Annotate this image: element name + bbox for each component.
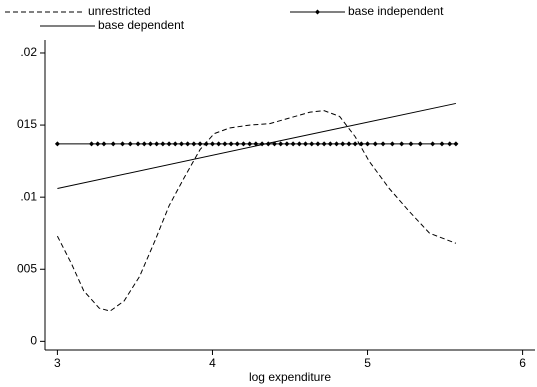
y-tick-label: .02 bbox=[20, 45, 37, 59]
marker bbox=[166, 141, 172, 147]
x-tick-label: 6 bbox=[519, 356, 526, 370]
marker bbox=[101, 141, 107, 147]
marker bbox=[315, 141, 321, 147]
marker bbox=[209, 141, 215, 147]
marker bbox=[203, 141, 209, 147]
marker bbox=[346, 141, 352, 147]
marker bbox=[240, 141, 246, 147]
marker bbox=[127, 141, 133, 147]
marker bbox=[447, 141, 453, 147]
marker bbox=[408, 141, 414, 147]
marker bbox=[417, 141, 423, 147]
marker bbox=[253, 141, 259, 147]
marker bbox=[365, 141, 371, 147]
marker bbox=[141, 141, 147, 147]
y-tick-label: 0 bbox=[30, 334, 37, 348]
marker bbox=[222, 141, 228, 147]
marker bbox=[358, 141, 364, 147]
marker bbox=[247, 141, 253, 147]
marker bbox=[439, 141, 445, 147]
marker bbox=[216, 141, 222, 147]
marker bbox=[110, 141, 116, 147]
x-tick-label: 3 bbox=[54, 356, 61, 370]
marker bbox=[278, 141, 284, 147]
marker bbox=[54, 141, 60, 147]
y-tick-label: .01 bbox=[20, 189, 37, 203]
marker bbox=[303, 141, 309, 147]
marker bbox=[185, 141, 191, 147]
marker bbox=[430, 141, 436, 147]
legend-label: base independent bbox=[348, 4, 444, 18]
marker bbox=[154, 141, 160, 147]
legend-marker bbox=[315, 9, 320, 15]
marker bbox=[389, 141, 395, 147]
marker bbox=[372, 141, 378, 147]
marker bbox=[380, 141, 386, 147]
marker bbox=[197, 141, 203, 147]
marker bbox=[334, 141, 340, 147]
legend-label: unrestricted bbox=[88, 4, 151, 18]
marker bbox=[290, 141, 296, 147]
marker bbox=[309, 141, 315, 147]
x-tick-label: 4 bbox=[209, 356, 216, 370]
marker bbox=[399, 141, 405, 147]
marker bbox=[296, 141, 302, 147]
x-tick-label: 5 bbox=[364, 356, 371, 370]
marker bbox=[234, 141, 240, 147]
marker bbox=[135, 141, 141, 147]
marker bbox=[284, 141, 290, 147]
marker bbox=[327, 141, 333, 147]
y-tick-label: 015 bbox=[17, 117, 37, 131]
marker bbox=[340, 141, 346, 147]
series-line bbox=[57, 102, 457, 190]
marker bbox=[191, 141, 197, 147]
x-axis-label: log expenditure bbox=[249, 370, 331, 384]
legend-label: base dependent bbox=[98, 18, 185, 32]
marker bbox=[160, 141, 166, 147]
marker bbox=[453, 141, 459, 147]
marker bbox=[172, 141, 178, 147]
marker bbox=[352, 141, 358, 147]
marker bbox=[120, 141, 126, 147]
marker bbox=[321, 141, 327, 147]
marker bbox=[178, 141, 184, 147]
marker bbox=[95, 141, 101, 147]
marker bbox=[228, 141, 234, 147]
marker bbox=[89, 141, 95, 147]
y-tick-label: 005 bbox=[17, 261, 37, 275]
marker bbox=[147, 141, 153, 147]
